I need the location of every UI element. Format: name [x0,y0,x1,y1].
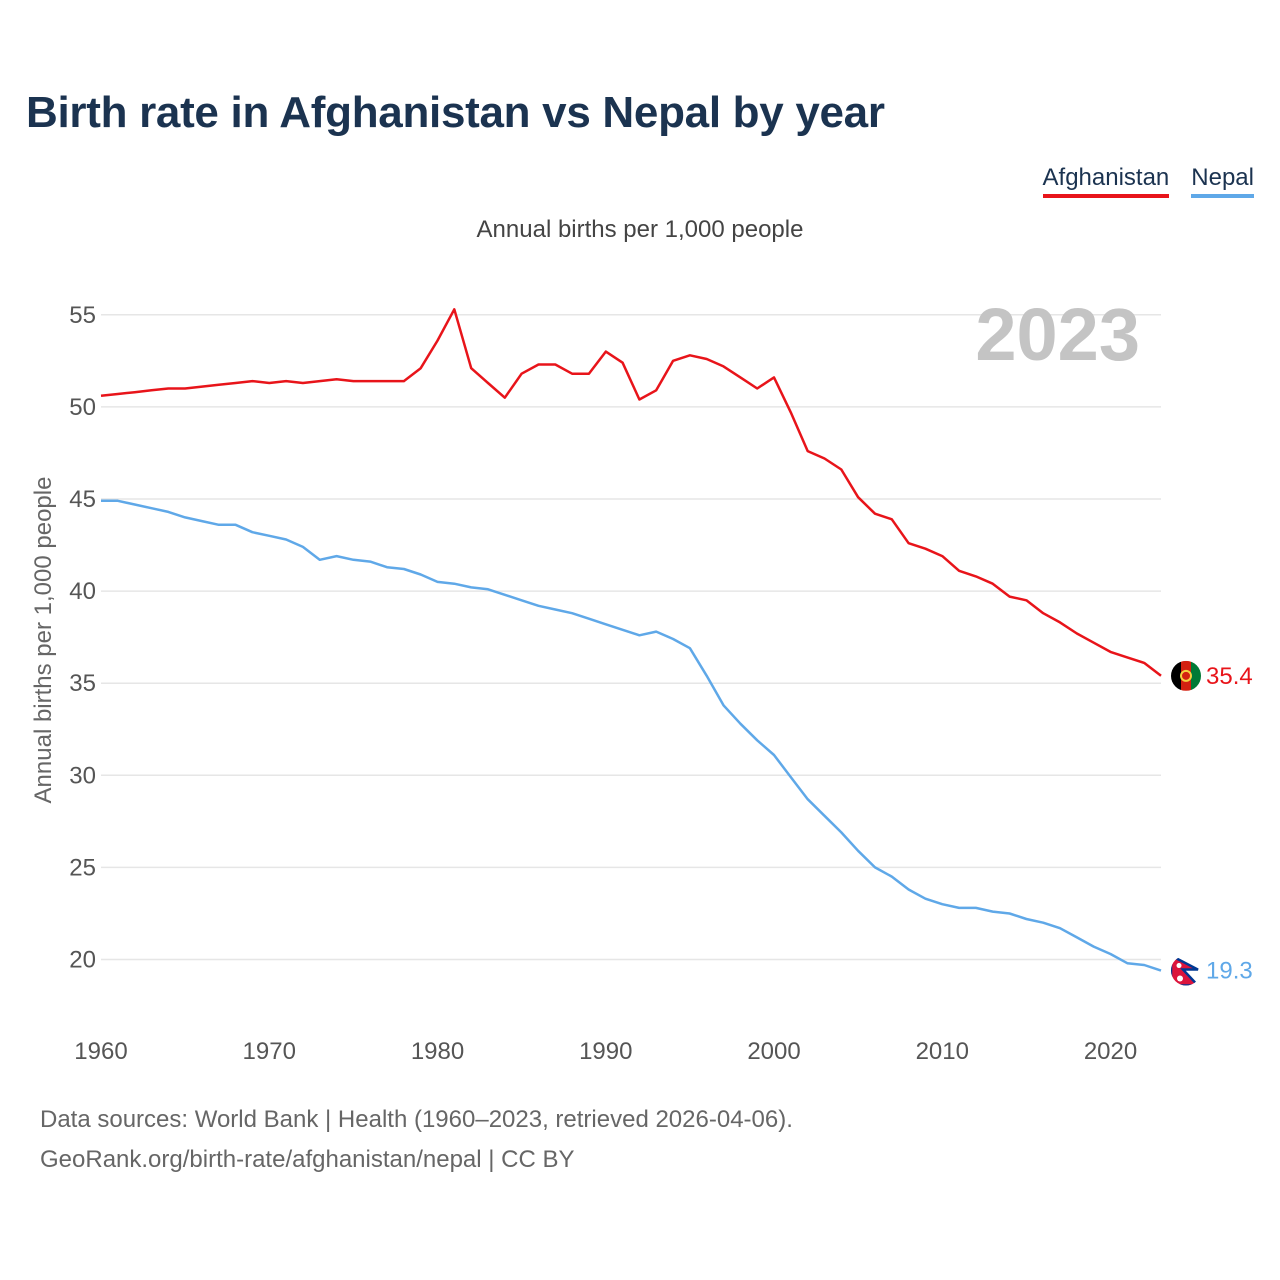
chart-subtitle: Annual births per 1,000 people [476,216,804,243]
x-tick-1960: 1960 [74,1038,127,1065]
y-tick-25: 25 [69,854,96,881]
y-tick-40: 40 [69,578,96,605]
x-tick-2000: 2000 [747,1038,800,1065]
end-markers: 35.4 19.3 [1171,660,1253,986]
y-tick-50: 50 [69,394,96,421]
legend-item-nepal[interactable]: Nepal [1191,164,1254,198]
end-value-afghanistan: 35.4 [1206,663,1253,690]
end-value-nepal: 19.3 [1206,958,1253,985]
legend-item-afghanistan[interactable]: Afghanistan [1042,164,1170,198]
x-tick-labels: 1960 1970 1980 1990 2000 2010 2020 [74,1038,1137,1065]
afghanistan-flag-icon [1171,660,1201,691]
footer-sources: Data sources: World Bank | Health (1960–… [40,1106,793,1133]
x-tick-1980: 1980 [411,1038,464,1065]
y-axis-label: Annual births per 1,000 people [30,477,57,804]
footer-credit: GeoRank.org/birth-rate/afghanistan/nepal… [40,1146,575,1173]
nepal-flag-icon [1171,955,1201,986]
x-tick-2020: 2020 [1084,1038,1137,1065]
y-tick-20: 20 [69,947,96,974]
x-tick-1970: 1970 [243,1038,296,1065]
y-tick-55: 55 [69,302,96,329]
current-year-label: 2023 [975,293,1140,376]
legend: Afghanistan Nepal [1042,164,1254,198]
y-tick-35: 35 [69,670,96,697]
series-lines [100,308,1162,972]
series-line-nepal [101,499,1162,972]
x-tick-1990: 1990 [579,1038,632,1065]
y-tick-labels: 20 25 30 35 40 45 50 55 [69,302,96,974]
series-line-afghanistan [100,308,1162,677]
x-tick-2010: 2010 [916,1038,969,1065]
y-tick-45: 45 [69,486,96,513]
gridlines [101,314,1161,961]
y-tick-30: 30 [69,762,96,789]
chart-title: Birth rate in Afghanistan vs Nepal by ye… [26,88,885,137]
